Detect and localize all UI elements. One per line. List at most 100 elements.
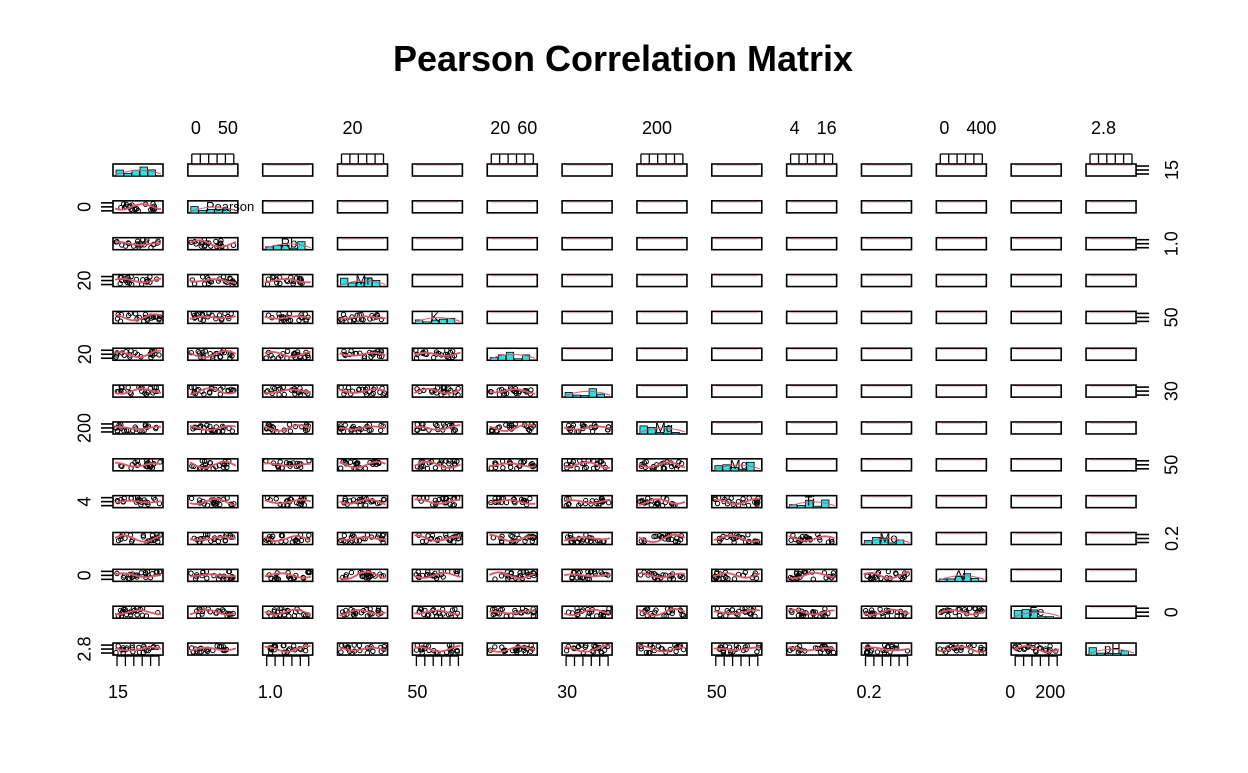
scatter-point (503, 613, 509, 619)
smooth-line (339, 425, 386, 431)
panel-upper-r0-c11 (935, 163, 988, 177)
panel-frame (486, 310, 539, 325)
panel-frame (860, 384, 913, 398)
panel-lower-r13-c7 (636, 642, 688, 656)
panel-upper-r9-c13 (1085, 494, 1137, 509)
scatter-point (452, 427, 458, 433)
scatter-point (432, 465, 439, 471)
panel-frame (636, 236, 688, 251)
panel-lower-r13-c10 (860, 642, 913, 656)
panel-upper-r5-c13 (1085, 347, 1137, 362)
scatter-point (643, 649, 650, 656)
scatter-point (224, 464, 230, 470)
scatter-point (226, 568, 232, 575)
panel-frame (710, 421, 763, 435)
scatter-point (202, 461, 209, 468)
right-tick-label: 0.2 (1162, 526, 1182, 551)
scatter-point (739, 605, 745, 612)
scatter-point (276, 311, 282, 317)
scatter-point (141, 318, 147, 324)
histogram-bar (813, 505, 822, 509)
panel-upper-r3-c4 (411, 273, 464, 288)
panel-lower-r6-c1 (187, 384, 239, 398)
panel-upper-r2-c4 (411, 236, 464, 251)
scatter-point (125, 384, 131, 391)
variable-label: Mo (880, 531, 898, 546)
panel-upper-r3-c13 (1085, 273, 1137, 288)
scatter-point (574, 465, 580, 472)
smooth-line (938, 645, 985, 654)
panel-lower-r9-c8 (710, 494, 763, 509)
scatter-point (729, 607, 735, 613)
scatter-point (357, 502, 363, 509)
panel-frame (636, 163, 688, 177)
smooth-line (264, 645, 311, 653)
scatter-point (433, 575, 440, 581)
panel-frame (1010, 421, 1063, 435)
scatter-point (580, 650, 586, 656)
histogram-bar (446, 317, 456, 324)
panel-lower-r11-c1 (187, 568, 239, 583)
panel-lower-r12-c1 (187, 605, 239, 620)
scatter-point (128, 273, 134, 280)
smooth-line (638, 572, 686, 579)
scatter-point (266, 422, 272, 428)
density-line (1087, 648, 1135, 655)
panel-frame (1085, 200, 1137, 214)
panel-upper-r5-c7 (636, 347, 688, 362)
panel-lower-r8-c4 (411, 457, 464, 472)
scatter-point (142, 390, 148, 396)
scatter-point (452, 606, 458, 612)
histogram-bar (521, 354, 531, 361)
scatter-point (157, 569, 163, 575)
panel-upper-r1-c9 (785, 200, 838, 214)
smooth-line (339, 536, 386, 541)
panel-upper-r2-c8 (710, 236, 763, 251)
histogram-bar (1112, 653, 1121, 656)
panel-frame (935, 200, 988, 214)
smooth-line (114, 609, 161, 616)
panel-upper-r6-c9 (785, 384, 838, 398)
panel-lower-r13-c8 (710, 642, 763, 656)
smooth-line (114, 203, 162, 211)
scatter-point (440, 421, 447, 427)
scatter-point (874, 649, 881, 655)
histogram-bar (730, 467, 739, 472)
smooth-line (264, 388, 311, 394)
panel-upper-r7-c13 (1085, 421, 1137, 435)
scatter-point (434, 536, 441, 543)
scatter-point (348, 569, 355, 576)
smooth-line (788, 535, 835, 542)
panel-diagonal-r5-c5 (486, 347, 539, 362)
scatter-point (961, 607, 968, 613)
scatter-point (449, 348, 456, 354)
panel-lower-r10-c8 (710, 531, 763, 546)
panel-frame (1085, 494, 1137, 509)
panel-upper-r1-c4 (411, 200, 464, 214)
scatter-point (227, 275, 233, 281)
scatter-point (788, 537, 794, 543)
panel-upper-r1-c8 (710, 200, 763, 214)
panel-frame (1010, 568, 1063, 583)
scatter-point (446, 458, 452, 464)
scatter-point (367, 606, 373, 612)
scatter-point (586, 610, 592, 616)
scatter-point (646, 650, 652, 656)
smooth-line (114, 461, 162, 468)
panel-upper-r7-c8 (710, 421, 763, 435)
smooth-line (339, 498, 386, 506)
scatter-point (200, 349, 206, 355)
smooth-line (264, 278, 311, 284)
panel-frame (935, 421, 988, 435)
scatter-point (520, 459, 527, 466)
panel-lower-r13-c4 (411, 642, 464, 656)
histogram-bar (596, 393, 605, 398)
smooth-line (339, 646, 386, 652)
smooth-line (489, 645, 536, 653)
right-tick-label: 1.0 (1162, 231, 1182, 256)
top-tick-label: 16 (817, 118, 837, 138)
scatter-point (287, 317, 294, 324)
panel-frame (261, 163, 314, 177)
panel-lower-r3-c0 (112, 273, 164, 288)
density-line (489, 354, 536, 360)
